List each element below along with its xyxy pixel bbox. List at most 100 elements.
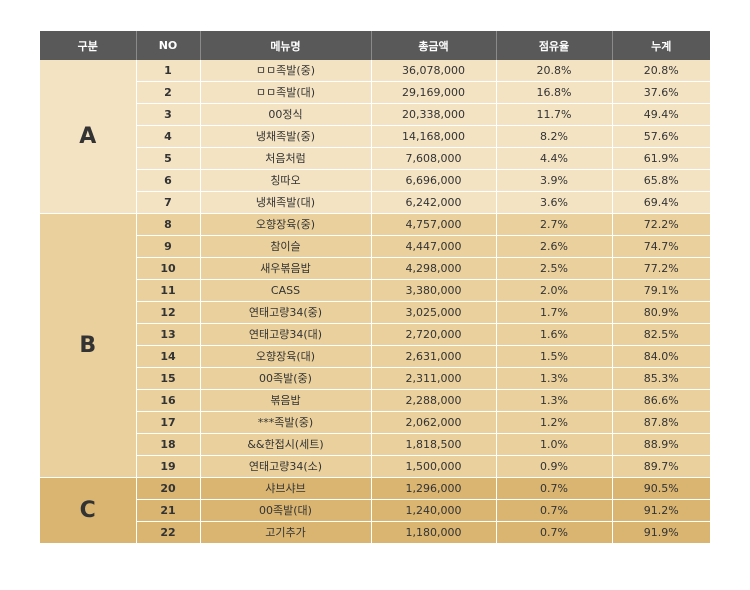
row-number: 20 xyxy=(136,477,201,500)
row-number: 21 xyxy=(136,499,201,522)
cumulative-percent: 74.7% xyxy=(612,235,710,258)
total-amount: 6,242,000 xyxy=(371,191,497,214)
table-row: 15 00족발(중) 2,311,000 1.3% 85.3% xyxy=(40,367,710,390)
total-amount: 3,380,000 xyxy=(371,279,497,302)
total-amount: 2,631,000 xyxy=(371,345,497,368)
menu-name: 처음처럼 xyxy=(200,147,372,170)
total-amount: 6,696,000 xyxy=(371,169,497,192)
table-row: 11 CASS 3,380,000 2.0% 79.1% xyxy=(40,279,710,302)
share-percent: 2.5% xyxy=(496,257,613,280)
total-amount: 36,078,000 xyxy=(371,60,497,82)
table-row: 9 참이슬 4,447,000 2.6% 74.7% xyxy=(40,235,710,258)
cumulative-percent: 72.2% xyxy=(612,213,710,236)
cumulative-percent: 89.7% xyxy=(612,455,710,478)
share-percent: 3.6% xyxy=(496,191,613,214)
group-label: C xyxy=(40,477,137,544)
share-percent: 4.4% xyxy=(496,147,613,170)
menu-name: 00정식 xyxy=(200,103,372,126)
table-row: 12 연태고량34(중) 3,025,000 1.7% 80.9% xyxy=(40,301,710,324)
share-percent: 1.5% xyxy=(496,345,613,368)
menu-name: CASS xyxy=(200,279,372,302)
total-amount: 7,608,000 xyxy=(371,147,497,170)
group-label: A xyxy=(40,60,137,214)
row-number: 14 xyxy=(136,345,201,368)
share-percent: 11.7% xyxy=(496,103,613,126)
row-number: 10 xyxy=(136,257,201,280)
row-number: 22 xyxy=(136,521,201,544)
row-number: 17 xyxy=(136,411,201,434)
cumulative-percent: 57.6% xyxy=(612,125,710,148)
cumulative-percent: 86.6% xyxy=(612,389,710,412)
row-number: 4 xyxy=(136,125,201,148)
menu-name: ***족발(중) xyxy=(200,411,372,434)
cumulative-percent: 84.0% xyxy=(612,345,710,368)
total-amount: 14,168,000 xyxy=(371,125,497,148)
share-percent: 20.8% xyxy=(496,60,613,82)
header-cumulative: 누계 xyxy=(612,31,710,60)
table-row: 7 냉채족발(대) 6,242,000 3.6% 69.4% xyxy=(40,191,710,214)
row-number: 15 xyxy=(136,367,201,390)
table-row: 17 ***족발(중) 2,062,000 1.2% 87.8% xyxy=(40,411,710,434)
header-share: 점유율 xyxy=(496,31,613,60)
total-amount: 2,311,000 xyxy=(371,367,497,390)
share-percent: 2.0% xyxy=(496,279,613,302)
menu-name: 연태고량34(대) xyxy=(200,323,372,346)
cumulative-percent: 49.4% xyxy=(612,103,710,126)
share-percent: 3.9% xyxy=(496,169,613,192)
table-row: C 20 샤브샤브 1,296,000 0.7% 90.5% xyxy=(40,477,710,544)
total-amount: 3,025,000 xyxy=(371,301,497,324)
menu-name: 샤브샤브 xyxy=(200,477,372,500)
menu-name: 칭따오 xyxy=(200,169,372,192)
menu-name: 냉채족발(중) xyxy=(200,125,372,148)
table-row: 18 &&한접시(세트) 1,818,500 1.0% 88.9% xyxy=(40,433,710,456)
total-amount: 4,757,000 xyxy=(371,213,497,236)
menu-name: ㅁㅁ족발(중) xyxy=(200,60,372,82)
total-amount: 1,500,000 xyxy=(371,455,497,478)
cumulative-percent: 88.9% xyxy=(612,433,710,456)
row-number: 1 xyxy=(136,60,201,82)
share-percent: 16.8% xyxy=(496,81,613,104)
menu-name: ㅁㅁ족발(대) xyxy=(200,81,372,104)
table-row: 3 00정식 20,338,000 11.7% 49.4% xyxy=(40,103,710,126)
share-percent: 1.7% xyxy=(496,301,613,324)
abc-analysis-table: 구분 NO 메뉴명 총금액 점유율 누계 A 1 ㅁㅁ족발(중) 36,078,000… xyxy=(40,31,710,544)
row-number: 13 xyxy=(136,323,201,346)
share-percent: 2.7% xyxy=(496,213,613,236)
total-amount: 1,296,000 xyxy=(371,477,497,500)
share-percent: 0.9% xyxy=(496,455,613,478)
header-total: 총금액 xyxy=(371,31,497,60)
menu-name: &&한접시(세트) xyxy=(200,433,372,456)
total-amount: 1,240,000 xyxy=(371,499,497,522)
table-header: 구분 NO 메뉴명 총금액 점유율 누계 xyxy=(40,31,710,60)
header-no: NO xyxy=(136,31,201,60)
cumulative-percent: 65.8% xyxy=(612,169,710,192)
row-number: 5 xyxy=(136,147,201,170)
group-label: B xyxy=(40,213,137,478)
cumulative-percent: 91.9% xyxy=(612,521,710,544)
table-row: 13 연태고량34(대) 2,720,000 1.6% 82.5% xyxy=(40,323,710,346)
row-number: 3 xyxy=(136,103,201,126)
row-number: 18 xyxy=(136,433,201,456)
table-row: 14 오향장육(대) 2,631,000 1.5% 84.0% xyxy=(40,345,710,368)
row-number: 9 xyxy=(136,235,201,258)
row-number: 6 xyxy=(136,169,201,192)
share-percent: 1.2% xyxy=(496,411,613,434)
table-row: A 1 ㅁㅁ족발(중) 36,078,000 20.8% 20.8% xyxy=(40,60,710,214)
cumulative-percent: 91.2% xyxy=(612,499,710,522)
share-percent: 2.6% xyxy=(496,235,613,258)
share-percent: 0.7% xyxy=(496,477,613,500)
cumulative-percent: 77.2% xyxy=(612,257,710,280)
table-body: A 1 ㅁㅁ족발(중) 36,078,000 20.8% 20.8% 2 ㅁㅁ족발(대) 29,… xyxy=(40,60,710,544)
menu-name: 연태고량34(소) xyxy=(200,455,372,478)
total-amount: 2,720,000 xyxy=(371,323,497,346)
table-row: 4 냉채족발(중) 14,168,000 8.2% 57.6% xyxy=(40,125,710,148)
row-number: 2 xyxy=(136,81,201,104)
header-group: 구분 xyxy=(40,31,137,60)
table-row: 5 처음처럼 7,608,000 4.4% 61.9% xyxy=(40,147,710,170)
cumulative-percent: 69.4% xyxy=(612,191,710,214)
cumulative-percent: 90.5% xyxy=(612,477,710,500)
total-amount: 2,062,000 xyxy=(371,411,497,434)
menu-name: 볶음밥 xyxy=(200,389,372,412)
table-row: 22 고기추가 1,180,000 0.7% 91.9% xyxy=(40,521,710,544)
row-number: 8 xyxy=(136,213,201,236)
